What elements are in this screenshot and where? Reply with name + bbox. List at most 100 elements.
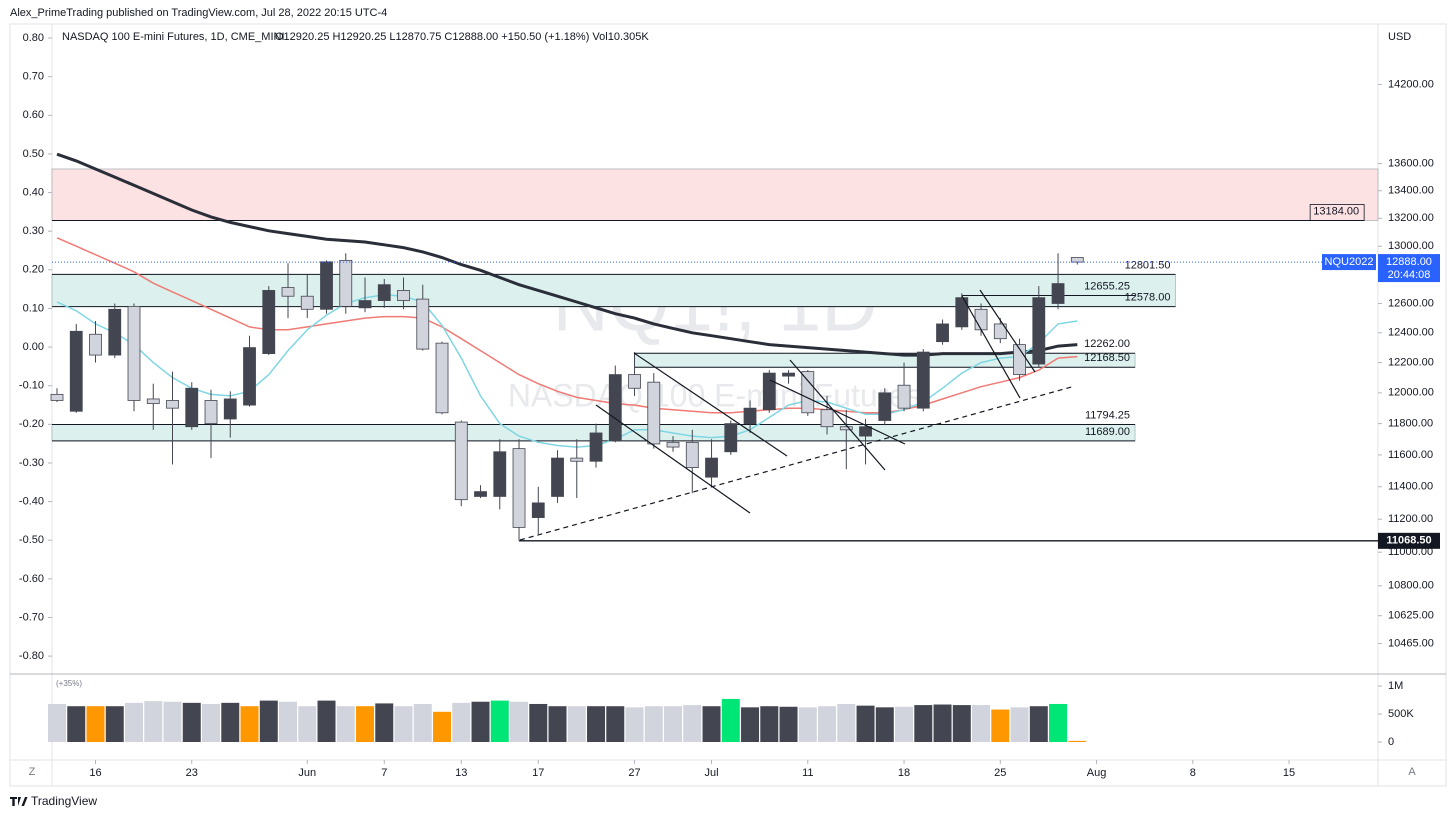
volume-bar	[125, 702, 144, 742]
volume-bar	[952, 705, 971, 742]
channel-line	[979, 289, 1036, 373]
y2-tick-label: 0.60	[23, 109, 44, 121]
candle-body	[570, 457, 584, 462]
candle-body	[69, 330, 83, 412]
candle-body	[1070, 257, 1084, 263]
candle-body	[608, 374, 622, 442]
symbol-tag-label: NQU2022	[1325, 256, 1374, 268]
volume-bar	[567, 706, 586, 742]
candle-body	[50, 393, 64, 401]
y-tick-label: 12000.00	[1388, 387, 1434, 399]
y2-tick-label: 0.50	[23, 148, 44, 160]
volume-tick-label: 500K	[1388, 708, 1414, 720]
candle-body	[281, 287, 295, 297]
candle-body	[493, 451, 507, 497]
volume-bar	[433, 711, 452, 742]
x-tick-label: 7	[381, 767, 387, 779]
volume-bar	[144, 701, 163, 742]
candle-body	[339, 259, 353, 307]
candle-body	[551, 457, 564, 497]
channel-line	[961, 295, 1021, 399]
candle-body	[647, 381, 661, 445]
volume-bar	[702, 706, 721, 742]
level-label: 12655.25	[1084, 280, 1130, 292]
candle-body	[474, 491, 487, 497]
publisher: Alex_PrimeTrading published on TradingVi…	[10, 7, 387, 19]
volume-bar	[221, 702, 240, 742]
level-box	[1309, 204, 1365, 221]
candle-body	[358, 300, 372, 309]
zone	[51, 274, 1176, 307]
volume-bar	[856, 705, 875, 742]
x-tick-label: 11	[802, 767, 813, 779]
x-tick-label: 18	[898, 767, 910, 779]
volume-bar	[375, 703, 394, 742]
x-tick-label: 13	[455, 767, 467, 779]
price-tag-label: 11068.50	[1386, 535, 1431, 547]
button-a[interactable]: A	[1408, 766, 1416, 778]
y2-tick-label: -0.50	[19, 534, 44, 546]
volume-bar	[394, 706, 413, 742]
candle-body	[1013, 344, 1026, 376]
channel-line	[595, 404, 751, 514]
y2-tick-label: -0.10	[19, 380, 44, 392]
y-tick-label: 11400.00	[1388, 481, 1433, 493]
volume-bar	[1068, 740, 1087, 742]
volume-bar	[664, 706, 683, 742]
y-tick-label: 12200.00	[1388, 356, 1434, 368]
y-tick-label: 10625.00	[1388, 610, 1434, 622]
x-tick-label: 8	[1190, 767, 1196, 779]
x-tick-label: 16	[89, 767, 101, 779]
candle-body	[897, 384, 911, 409]
volume-tick-label: 0	[1388, 736, 1394, 748]
y-tick-label: 14200.00	[1388, 78, 1434, 90]
y-tick-label: 13600.00	[1388, 157, 1434, 169]
volume-bar	[587, 706, 606, 742]
volume-bar	[279, 701, 298, 742]
volume-bar	[760, 706, 779, 742]
logo	[9, 797, 28, 806]
y-tick-label: 11000.00	[1388, 546, 1433, 558]
y2-tick-label: 0.10	[23, 302, 44, 314]
candle-body	[300, 295, 314, 310]
volume-bar	[259, 700, 278, 742]
candle-body	[685, 441, 699, 469]
candle-body	[1051, 283, 1065, 304]
volume-bar	[779, 706, 798, 742]
y2-tick-label: 0.40	[23, 186, 44, 198]
volume-bar	[644, 706, 663, 742]
volume-bar	[163, 701, 182, 742]
candle-body	[859, 426, 872, 437]
volume-bar	[105, 706, 124, 742]
volume-bar	[895, 706, 914, 742]
candle-body	[435, 342, 449, 414]
y2-tick-label: -0.70	[19, 611, 44, 623]
candle-body	[108, 308, 122, 356]
level-label: 12262.00	[1084, 338, 1130, 350]
volume-tick-label: 1M	[1388, 680, 1403, 692]
volume-bar	[818, 706, 837, 742]
trend-line	[519, 385, 1076, 541]
button-z[interactable]: Z	[29, 766, 36, 778]
volume-bar	[548, 706, 567, 742]
candle-body	[916, 351, 930, 409]
volume-bar	[933, 704, 952, 742]
volume-bar	[914, 705, 933, 742]
x-tick-label: 15	[1283, 767, 1295, 779]
footer: TradingView	[31, 794, 97, 808]
y-tick-label: 13400.00	[1388, 185, 1434, 197]
volume-label: (+35%)	[56, 679, 82, 688]
x-tick-label: 17	[532, 767, 544, 779]
candle-body	[531, 502, 545, 518]
volume-bar	[48, 703, 67, 742]
candle-body	[416, 298, 430, 350]
countdown: 20:44:08	[1388, 269, 1431, 281]
y2-tick-label: 0.30	[23, 225, 44, 237]
currency: USD	[1388, 31, 1411, 43]
x-tick-label: 27	[628, 767, 640, 779]
volume-bar	[991, 709, 1010, 742]
symbol-tag	[1322, 254, 1376, 271]
x-tick-label: Jun	[298, 767, 316, 779]
volume-bar	[741, 707, 760, 742]
